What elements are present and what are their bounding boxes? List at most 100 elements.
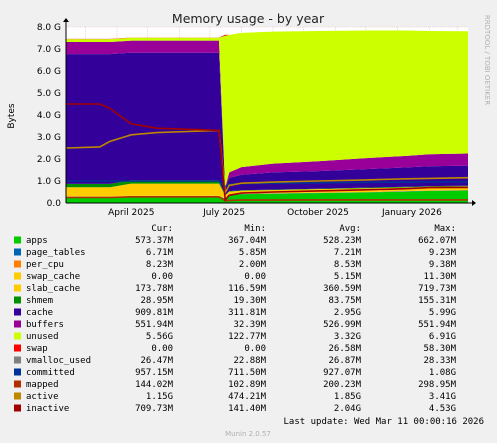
legend-avg: 2.04G bbox=[334, 404, 361, 414]
legend-max: 155.31M bbox=[418, 296, 457, 306]
x-tick-labels: April 2025 July 2025 October 2025 January 2… bbox=[108, 208, 442, 218]
legend-cur: 144.02M bbox=[135, 380, 174, 390]
legend-name: swap_cache bbox=[26, 272, 80, 282]
legend-cur: 8.23M bbox=[146, 260, 174, 270]
legend-name: apps bbox=[26, 236, 48, 246]
munin-version: Munin 2.0.57 bbox=[225, 430, 271, 438]
legend-swatch bbox=[14, 368, 21, 376]
y-tick-label: 0.0 bbox=[47, 199, 62, 209]
legend-avg: 200.23M bbox=[323, 380, 362, 390]
x-tick-label: January 2026 bbox=[381, 208, 442, 218]
line-active bbox=[65, 129, 469, 196]
line-layer bbox=[65, 103, 469, 202]
legend-swatch bbox=[14, 308, 21, 316]
legend-name: active bbox=[26, 392, 59, 402]
y-tick-label: 7.0 G bbox=[37, 45, 61, 55]
legend-max: 4.53G bbox=[429, 404, 456, 414]
legend-swatch bbox=[14, 380, 21, 388]
legend-max: 9.23M bbox=[429, 248, 457, 258]
legend-cur: 173.78M bbox=[135, 284, 174, 294]
y-axis-label: Bytes bbox=[7, 103, 17, 129]
y-tick-label: 6.0 G bbox=[37, 67, 61, 77]
legend-row-swap: swap 0.00 0.00 26.58M 58.30M bbox=[14, 344, 457, 354]
legend-swatch bbox=[14, 284, 21, 292]
legend-name: inactive bbox=[26, 404, 69, 414]
legend-name: vmalloc_used bbox=[26, 356, 91, 366]
legend-min: 2.00M bbox=[239, 260, 267, 270]
legend-min: 116.59M bbox=[228, 284, 267, 294]
area-layer bbox=[66, 30, 468, 203]
area-page-tables bbox=[66, 190, 468, 199]
y-tick-label: 1.0 G bbox=[37, 177, 61, 187]
legend-cur: 709.73M bbox=[135, 404, 174, 414]
x-tick-label: October 2025 bbox=[287, 208, 349, 218]
legend-cur: 551.94M bbox=[135, 320, 174, 330]
legend-cur: 0.00 bbox=[151, 272, 173, 282]
y-axis-arrow bbox=[63, 18, 69, 22]
legend-row-active: active 1.15G 474.21M 1.85G 3.41G bbox=[14, 392, 456, 402]
legend-min: 0.00 bbox=[244, 272, 266, 282]
legend-min: 5.85M bbox=[239, 248, 267, 258]
legend-min: 367.04M bbox=[228, 236, 267, 246]
legend-max: 6.91G bbox=[429, 332, 456, 342]
legend-cur: 909.81M bbox=[135, 308, 174, 318]
legend-cur: 957.15M bbox=[135, 368, 174, 378]
legend-name: shmem bbox=[26, 296, 53, 306]
legend-cur: 5.56G bbox=[146, 332, 173, 342]
legend-swatch bbox=[14, 248, 21, 256]
legend-max: 662.07M bbox=[418, 236, 457, 246]
chart-title: Memory usage - by year bbox=[172, 11, 325, 26]
legend-row-cache: cache 909.81M 311.81M 2.95G 5.99G bbox=[14, 308, 456, 318]
legend-header: Cur: Min: Avg: Max: bbox=[151, 224, 456, 234]
area-cache bbox=[66, 52, 468, 196]
legend-min: 311.81M bbox=[228, 308, 267, 318]
legend-min: 19.30M bbox=[233, 296, 266, 306]
legend-avg: 8.53M bbox=[334, 260, 362, 270]
legend-cur: 28.95M bbox=[140, 296, 173, 306]
legend-min: 122.77M bbox=[228, 332, 267, 342]
axis-layer bbox=[63, 18, 476, 206]
legend-swatch bbox=[14, 392, 21, 400]
legend-header-max: Max: bbox=[434, 224, 456, 234]
legend-swatch bbox=[14, 320, 21, 328]
legend-row-slab-cache: slab_cache 173.78M 116.59M 360.59M 719.73M bbox=[14, 284, 457, 294]
legend-row-inactive: inactive 709.73M 141.40M 2.04G 4.53G bbox=[14, 404, 456, 414]
legend-avg: 83.75M bbox=[328, 296, 361, 306]
legend-row-mapped: mapped 144.02M 102.89M 200.23M 298.95M bbox=[14, 380, 457, 390]
legend-name: buffers bbox=[26, 320, 64, 330]
legend-avg: 3.32G bbox=[334, 332, 361, 342]
legend-row-buffers: buffers 551.94M 32.39M 526.99M 551.94M bbox=[14, 320, 457, 330]
legend-avg: 7.21M bbox=[334, 248, 362, 258]
line-inactive bbox=[66, 103, 469, 202]
x-tick-label: July 2025 bbox=[202, 208, 245, 218]
legend-name: per_cpu bbox=[26, 260, 64, 270]
legend-max: 5.99G bbox=[429, 308, 456, 318]
legend-min: 711.50M bbox=[228, 368, 267, 378]
y-tick-label: 8.0 G bbox=[37, 23, 61, 33]
legend-avg: 5.15M bbox=[334, 272, 362, 282]
y-tick-label: 2.0 G bbox=[37, 155, 61, 165]
legend-name: slab_cache bbox=[26, 284, 80, 294]
legend-min: 32.39M bbox=[233, 320, 266, 330]
legend-max: 3.41G bbox=[429, 392, 456, 402]
legend-swatch bbox=[14, 404, 21, 412]
legend-name: mapped bbox=[26, 380, 59, 390]
legend-row-unused: unused 5.56G 122.77M 3.32G 6.91G bbox=[14, 332, 456, 342]
legend-name: page_tables bbox=[26, 248, 86, 258]
y-tick-label: 5.0 G bbox=[37, 89, 61, 99]
area-unused bbox=[66, 30, 468, 188]
x-axis-arrow bbox=[472, 200, 476, 206]
legend-max: 298.95M bbox=[418, 380, 457, 390]
legend-cur: 573.37M bbox=[135, 236, 174, 246]
legend-max: 28.33M bbox=[423, 356, 456, 366]
legend-avg: 26.87M bbox=[328, 356, 361, 366]
legend-cur: 6.71M bbox=[146, 248, 174, 258]
legend-avg: 360.59M bbox=[323, 284, 362, 294]
x-tick-label: April 2025 bbox=[108, 208, 154, 218]
legend-swatch bbox=[14, 332, 21, 340]
legend-row-page-tables: page_tables 6.71M 5.85M 7.21M 9.23M bbox=[14, 248, 457, 258]
legend-avg: 1.85G bbox=[334, 392, 361, 402]
legend-avg: 927.07M bbox=[323, 368, 362, 378]
